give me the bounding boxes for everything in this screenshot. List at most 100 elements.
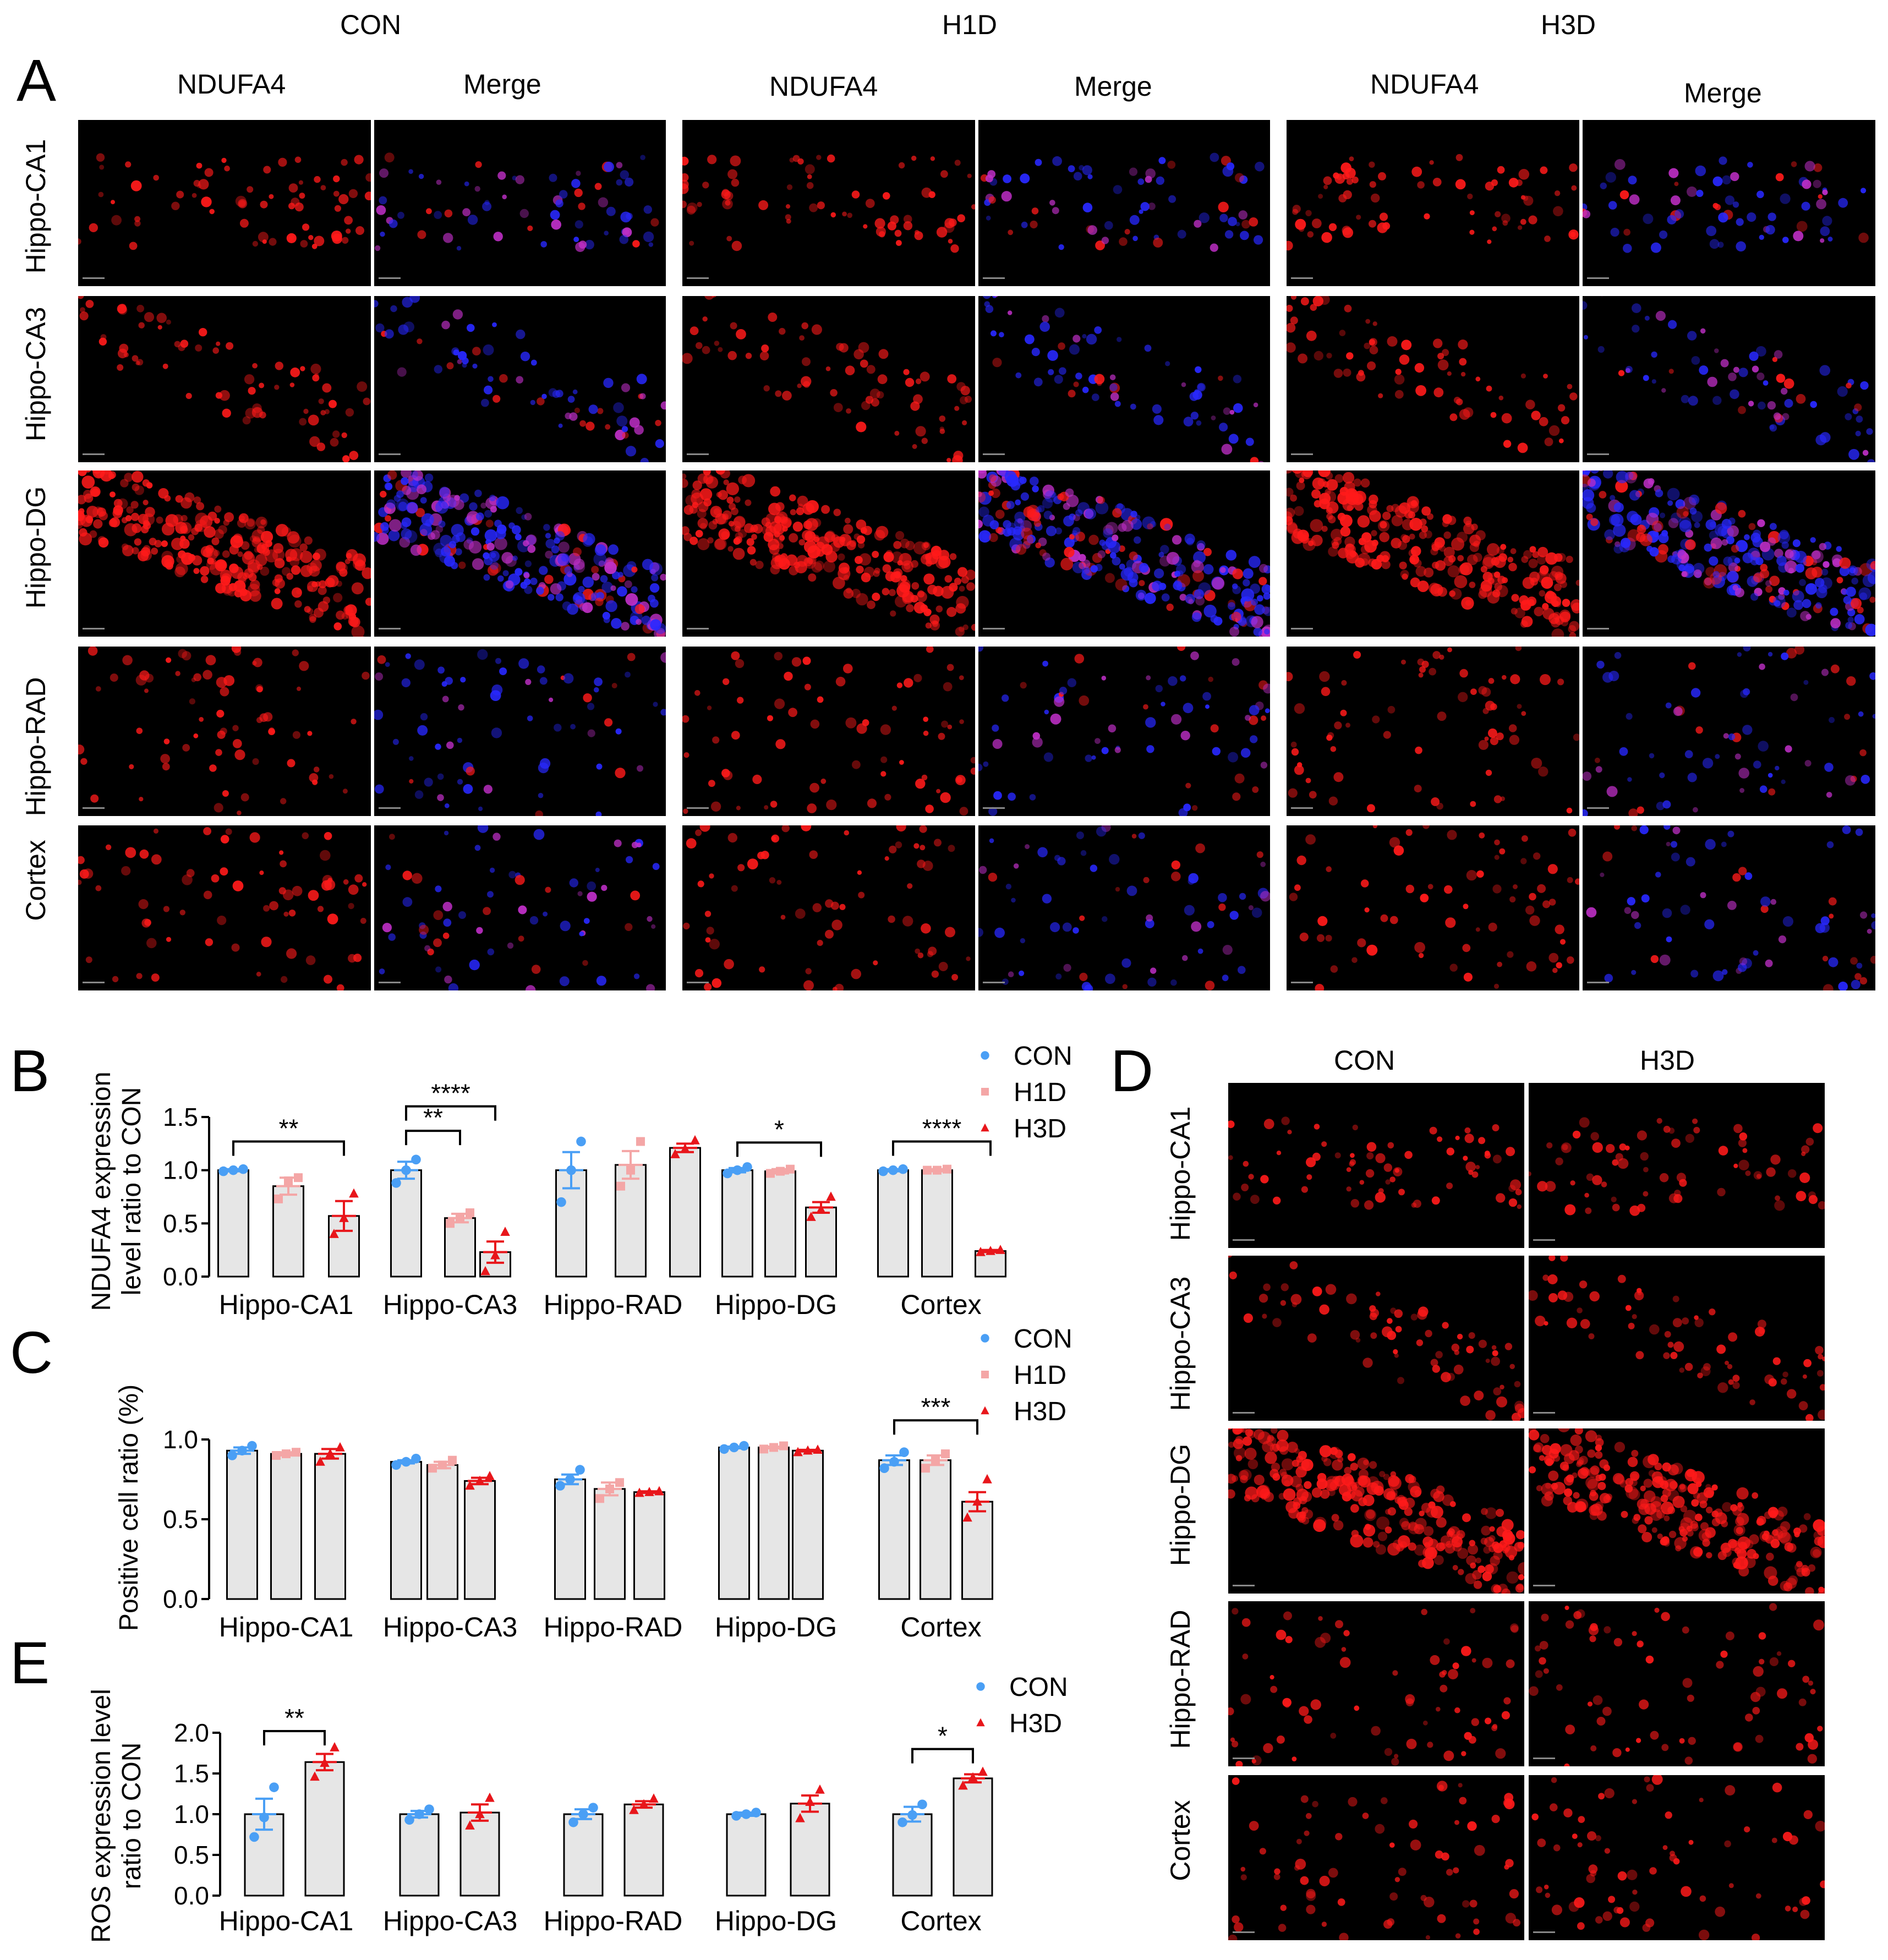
data-point [578, 1809, 588, 1819]
data-point [414, 1809, 424, 1819]
bar [633, 1491, 665, 1600]
data-point [739, 1441, 749, 1451]
data-point [480, 1266, 490, 1275]
micrograph [1583, 296, 1875, 462]
legend-label: H1D [1014, 1361, 1066, 1390]
significance-label: **** [431, 1079, 470, 1108]
significance-bracket [405, 1130, 461, 1146]
significance-bracket [232, 1140, 345, 1156]
significance-label: *** [921, 1393, 951, 1421]
data-point [595, 1494, 604, 1503]
data-point [793, 1447, 803, 1457]
micrograph [78, 120, 371, 286]
x-category-label: Cortex [900, 1612, 981, 1643]
data-point [941, 1449, 950, 1459]
micrograph [682, 470, 975, 637]
data-point [636, 1137, 645, 1146]
bar [623, 1803, 664, 1897]
micrograph [1287, 470, 1579, 637]
legend-label: H3D [1014, 1114, 1066, 1143]
bar [758, 1447, 790, 1600]
data-point [588, 1803, 598, 1813]
data-point [282, 1449, 291, 1459]
y-tick-label: 0.5 [163, 1209, 198, 1238]
data-point [729, 1442, 739, 1453]
micrograph [978, 470, 1270, 637]
data-point [428, 1464, 437, 1473]
data-point [485, 1792, 495, 1802]
micrograph [1228, 1775, 1524, 1940]
data-point [284, 1176, 293, 1185]
data-point [605, 1484, 614, 1493]
bar [953, 1777, 993, 1897]
y-tick-label: 0.0 [163, 1262, 198, 1291]
data-point [568, 1817, 578, 1827]
micrograph [1228, 1083, 1524, 1248]
data-point [325, 1448, 335, 1458]
micrograph [682, 825, 975, 990]
bar [615, 1164, 647, 1278]
data-point [424, 1804, 434, 1814]
data-point [878, 1166, 888, 1176]
significance-label: **** [922, 1114, 962, 1142]
micrograph [1228, 1256, 1524, 1421]
data-point [634, 1487, 644, 1497]
data-point [616, 1181, 625, 1191]
micrograph [1228, 1428, 1524, 1594]
data-point [898, 1164, 908, 1174]
y-tick-label: 1.5 [163, 1103, 198, 1131]
bar [878, 1459, 910, 1600]
data-point [723, 1168, 732, 1179]
micrograph [1529, 1601, 1825, 1766]
data-point [759, 1444, 768, 1454]
data-point [670, 1149, 680, 1158]
x-category-label: Hippo-DG [715, 1612, 837, 1643]
x-category-label: Cortex [900, 1289, 981, 1320]
panel-a-group-h3d: H3D [1541, 9, 1596, 40]
legend-label: H3D [1009, 1709, 1062, 1738]
micrograph [374, 296, 666, 462]
data-point [981, 1334, 989, 1343]
data-point [401, 1165, 411, 1175]
bar [563, 1813, 604, 1897]
panel-a-channel-label: Merge [1074, 71, 1152, 102]
data-point [968, 1772, 978, 1782]
micrograph [1287, 825, 1579, 990]
data-point [626, 1165, 635, 1175]
data-point [923, 1165, 932, 1175]
data-point [816, 1204, 826, 1214]
micrograph [1583, 825, 1875, 990]
bar [270, 1453, 302, 1600]
micrograph [78, 647, 371, 816]
data-point [335, 1442, 345, 1452]
bar [399, 1813, 440, 1897]
x-category-label: Hippo-RAD [544, 1289, 683, 1320]
data-point [907, 1810, 917, 1820]
x-category-label: Hippo-RAD [544, 1612, 683, 1643]
data-point [320, 1758, 330, 1767]
x-category-label: Hippo-CA3 [383, 1906, 518, 1936]
data-point [391, 1460, 401, 1470]
data-point [805, 1797, 815, 1806]
data-point [806, 1212, 816, 1221]
micrograph [1583, 470, 1875, 637]
bar [877, 1169, 909, 1278]
x-category-label: Hippo-CA1 [219, 1906, 354, 1936]
significance-label: ** [423, 1103, 443, 1132]
bar [554, 1479, 586, 1600]
data-point [475, 1475, 485, 1485]
x-category-label: Cortex [900, 1906, 981, 1936]
bar [721, 1169, 753, 1278]
data-point [466, 1208, 474, 1217]
panel-d-row-label: Hippo-RAD [1165, 1609, 1196, 1749]
data-point [690, 1135, 700, 1145]
micrograph [1287, 296, 1579, 462]
data-point [475, 1809, 485, 1819]
data-point [732, 1165, 742, 1175]
data-point [719, 1444, 729, 1454]
data-point [391, 1178, 401, 1188]
panel-d-row-label: Hippo-CA1 [1165, 1106, 1196, 1241]
x-category-label: Hippo-CA3 [383, 1612, 518, 1643]
micrograph [1287, 647, 1579, 816]
data-point [576, 1136, 586, 1147]
